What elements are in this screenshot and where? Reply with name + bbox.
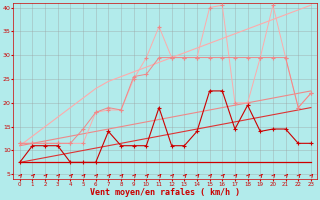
X-axis label: Vent moyen/en rafales ( km/h ): Vent moyen/en rafales ( km/h )	[90, 188, 240, 197]
